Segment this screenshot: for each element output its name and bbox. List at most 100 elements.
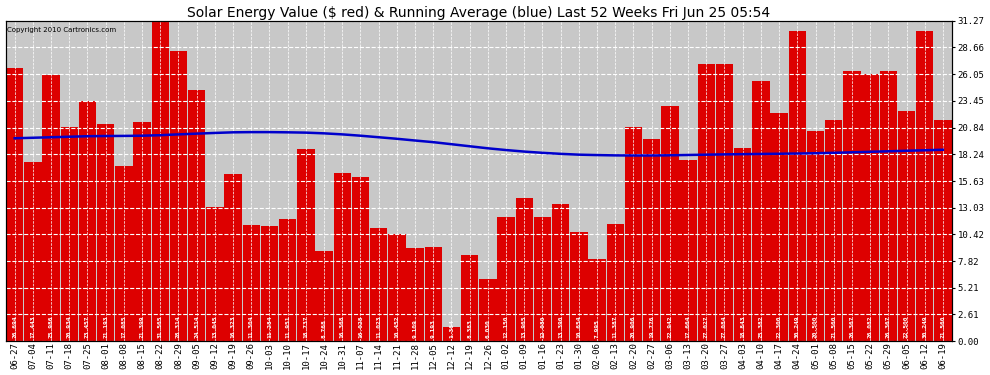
Text: 9.193: 9.193 <box>431 320 436 338</box>
Text: 18.737: 18.737 <box>303 316 308 338</box>
Text: 26.367: 26.367 <box>886 316 891 338</box>
Text: 20.934: 20.934 <box>66 316 71 338</box>
Text: 11.304: 11.304 <box>248 316 253 338</box>
Bar <box>752 81 769 341</box>
Bar <box>607 225 624 341</box>
Text: 11.951: 11.951 <box>285 316 290 338</box>
Text: 25.986: 25.986 <box>49 316 53 338</box>
Bar <box>497 217 515 341</box>
Bar <box>97 124 114 341</box>
Bar <box>225 174 242 341</box>
Bar <box>679 160 697 341</box>
Text: 30.249: 30.249 <box>795 316 800 338</box>
Text: 9.109: 9.109 <box>413 320 418 338</box>
Bar <box>789 31 806 341</box>
Bar <box>843 71 860 341</box>
Bar <box>115 166 133 341</box>
Bar <box>644 138 660 341</box>
Bar <box>734 148 751 341</box>
Bar <box>188 90 205 341</box>
Text: 13.390: 13.390 <box>558 316 563 338</box>
Text: 22.300: 22.300 <box>776 316 781 338</box>
Bar <box>297 149 315 341</box>
Text: 17.085: 17.085 <box>122 316 127 338</box>
Text: 12.150: 12.150 <box>504 316 509 338</box>
Bar <box>479 279 497 341</box>
Text: 26.694: 26.694 <box>12 316 17 338</box>
Text: 27.027: 27.027 <box>704 316 709 338</box>
Text: 20.906: 20.906 <box>631 316 636 338</box>
Text: 22.500: 22.500 <box>904 316 909 338</box>
Text: 20.500: 20.500 <box>813 316 818 338</box>
Bar <box>825 120 842 341</box>
Bar <box>43 75 59 341</box>
Text: 10.452: 10.452 <box>394 316 399 338</box>
Bar <box>716 64 734 341</box>
Bar <box>516 198 533 341</box>
Bar <box>243 225 260 341</box>
Bar <box>552 204 569 341</box>
Text: 21.193: 21.193 <box>103 316 108 338</box>
Text: 25.382: 25.382 <box>758 316 763 338</box>
Text: 8.768: 8.768 <box>322 320 327 338</box>
Text: 12.080: 12.080 <box>540 316 545 338</box>
Bar <box>334 174 350 341</box>
Text: 11.387: 11.387 <box>613 316 618 338</box>
Bar <box>388 234 406 341</box>
Bar <box>935 120 951 341</box>
Bar <box>351 177 369 341</box>
Text: 26.082: 26.082 <box>867 316 872 338</box>
Text: 17.664: 17.664 <box>686 316 691 338</box>
Text: 22.942: 22.942 <box>667 316 672 338</box>
Text: 21.399: 21.399 <box>140 316 145 338</box>
Bar <box>898 111 915 341</box>
Text: 21.560: 21.560 <box>940 316 945 338</box>
Text: 18.843: 18.843 <box>741 316 745 338</box>
Bar <box>425 247 442 341</box>
Bar <box>807 131 824 341</box>
Bar <box>443 327 460 341</box>
Bar <box>570 232 587 341</box>
Text: 24.514: 24.514 <box>194 316 199 338</box>
Bar <box>698 64 715 341</box>
Bar <box>588 259 606 341</box>
Bar <box>134 122 150 341</box>
Text: 13.965: 13.965 <box>522 316 527 338</box>
Bar <box>6 68 24 341</box>
Text: 1.364: 1.364 <box>449 320 454 338</box>
Text: 7.995: 7.995 <box>595 320 600 338</box>
Text: 30.249: 30.249 <box>923 316 928 338</box>
Bar <box>370 228 387 341</box>
Bar <box>770 112 788 341</box>
Bar <box>661 106 678 341</box>
Bar <box>79 101 96 341</box>
Bar <box>534 217 551 341</box>
Text: 31.565: 31.565 <box>157 316 162 338</box>
Bar <box>170 51 187 341</box>
Text: 17.443: 17.443 <box>31 316 36 338</box>
Bar <box>60 127 78 341</box>
Text: Copyright 2010 Cartronics.com: Copyright 2010 Cartronics.com <box>8 27 117 33</box>
Text: 6.030: 6.030 <box>485 320 490 338</box>
Bar <box>206 207 224 341</box>
Text: 28.314: 28.314 <box>176 316 181 338</box>
Bar <box>461 255 478 341</box>
Text: 8.383: 8.383 <box>467 320 472 338</box>
Bar <box>625 127 643 341</box>
Bar <box>407 248 424 341</box>
Bar <box>861 74 879 341</box>
Text: 16.028: 16.028 <box>358 316 363 338</box>
Title: Solar Energy Value ($ red) & Running Average (blue) Last 52 Weeks Fri Jun 25 05:: Solar Energy Value ($ red) & Running Ave… <box>187 6 770 20</box>
Text: 26.367: 26.367 <box>849 316 854 338</box>
Bar <box>916 31 934 341</box>
Text: 19.776: 19.776 <box>649 316 654 338</box>
Bar <box>279 219 296 341</box>
Bar <box>316 251 333 341</box>
Text: 13.045: 13.045 <box>213 316 218 338</box>
Text: 16.368: 16.368 <box>340 316 345 338</box>
Bar <box>24 162 42 341</box>
Text: 23.457: 23.457 <box>85 316 90 338</box>
Text: 27.084: 27.084 <box>722 316 727 338</box>
Text: 11.023: 11.023 <box>376 316 381 338</box>
Text: 21.560: 21.560 <box>832 316 837 338</box>
